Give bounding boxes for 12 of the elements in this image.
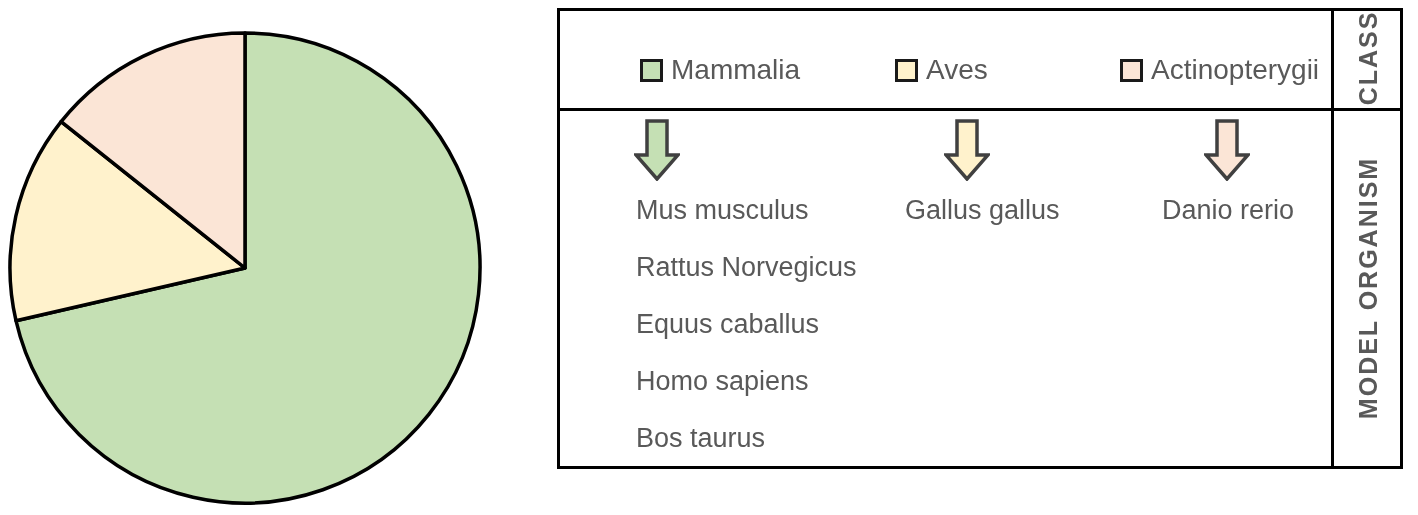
text: Equus caballus xyxy=(636,309,820,339)
text: MODEL ORGANISM xyxy=(1354,156,1382,420)
text: Rattus Norvegicus xyxy=(636,252,857,282)
text: Mus musculus xyxy=(636,195,809,225)
legend-title: CLASS xyxy=(1353,10,1383,106)
text: Gallus gallus xyxy=(905,195,1060,225)
legend-label: Aves xyxy=(926,53,988,87)
legend-label: Mammalia xyxy=(671,53,801,87)
text: Bos taurus xyxy=(636,423,766,453)
text: Homo sapiens xyxy=(636,366,809,396)
text: Danio rerio xyxy=(1162,195,1295,225)
legend-label: Actinopterygii xyxy=(1151,53,1320,87)
